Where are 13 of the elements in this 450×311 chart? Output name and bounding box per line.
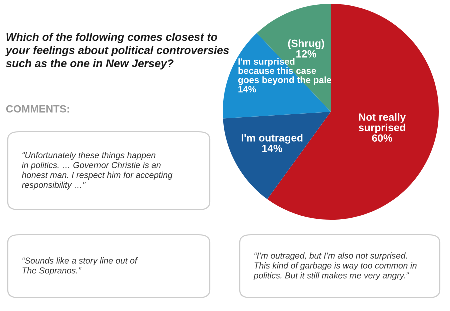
slice-label: (Shrug) xyxy=(288,40,324,50)
data-label: 60% xyxy=(372,134,393,142)
slice-label: I'm outraged xyxy=(242,134,303,144)
data-label: 14% xyxy=(262,144,282,152)
text: “Sounds like a story line out of The Sopranos.” xyxy=(22,258,138,276)
text: “Unfortunately these things happen in politics. … Governor Christie is an honest man. I respect him for accepting responsibility …” xyxy=(22,152,173,190)
text: “I’m outraged, but I’m also not surprised. This kind of garbage is way too common in politics. But it still makes me very angry.” xyxy=(254,252,417,280)
slice-label: Not really surprised xyxy=(358,113,406,134)
data-label: 12% xyxy=(296,50,316,58)
text: Which of the following comes closest to your feelings about political controversies such as the one in New Jersey? xyxy=(6,33,230,70)
text: COMMENTS: xyxy=(6,105,70,113)
data-label: 14% xyxy=(238,86,256,93)
pie-slice xyxy=(223,112,331,200)
